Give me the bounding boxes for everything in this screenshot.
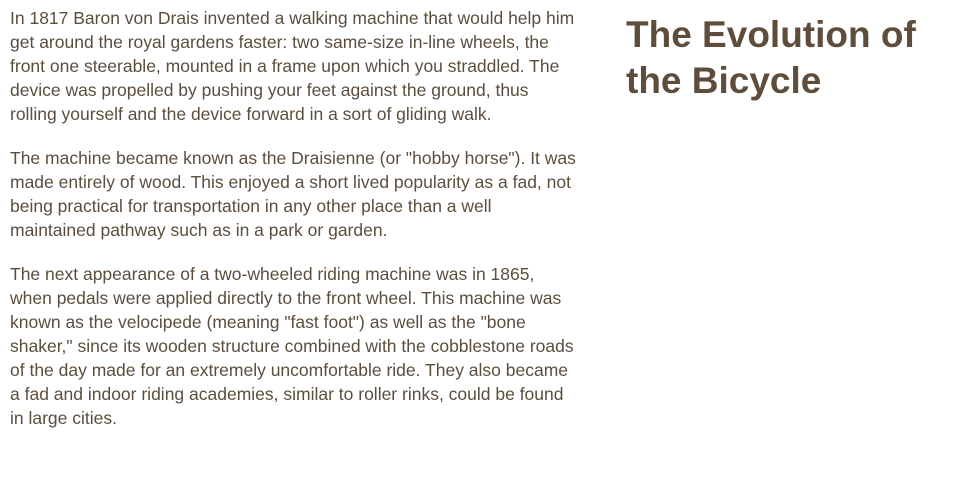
- page-title: The Evolution of the Bicycle: [626, 14, 916, 101]
- paragraph-draisienne: The machine became known as the Draisien…: [10, 148, 576, 240]
- paragraph-velocipede: The next appearance of a two-wheeled rid…: [10, 264, 574, 428]
- article-body: In 1817 Baron von Drais invented a walki…: [10, 6, 578, 450]
- paragraph-drais-walking-machine: In 1817 Baron von Drais invented a walki…: [10, 8, 575, 124]
